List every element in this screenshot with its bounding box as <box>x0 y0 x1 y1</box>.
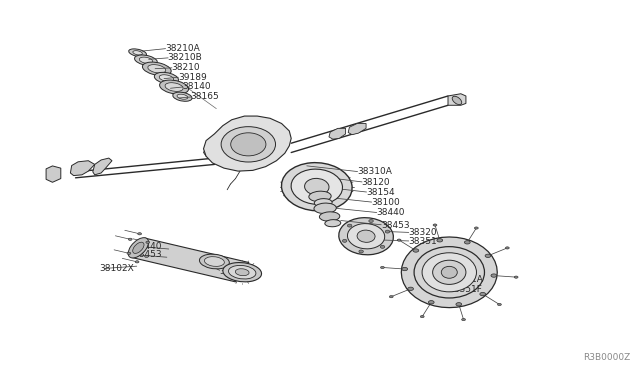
Text: R3B0000Z: R3B0000Z <box>583 353 630 362</box>
Text: 38210A: 38210A <box>165 44 200 53</box>
Text: 38351A: 38351A <box>448 275 483 284</box>
Polygon shape <box>401 237 497 308</box>
Polygon shape <box>204 116 291 171</box>
Text: 38154: 38154 <box>366 188 395 197</box>
Ellipse shape <box>433 260 466 285</box>
Ellipse shape <box>314 199 332 207</box>
Polygon shape <box>132 238 249 282</box>
Ellipse shape <box>128 238 148 258</box>
Ellipse shape <box>319 212 340 221</box>
Ellipse shape <box>129 49 147 57</box>
Text: 38120: 38120 <box>362 178 390 187</box>
Polygon shape <box>329 128 346 139</box>
Ellipse shape <box>506 247 509 249</box>
Ellipse shape <box>204 257 225 266</box>
Polygon shape <box>348 124 366 135</box>
Ellipse shape <box>159 80 189 94</box>
Ellipse shape <box>291 169 342 204</box>
Ellipse shape <box>200 254 229 269</box>
Text: 38320: 38320 <box>408 228 437 237</box>
Ellipse shape <box>135 261 139 263</box>
Text: 38310A: 38310A <box>357 167 392 176</box>
Ellipse shape <box>514 276 518 278</box>
Ellipse shape <box>348 224 385 249</box>
Ellipse shape <box>236 269 249 276</box>
Ellipse shape <box>342 239 347 242</box>
Polygon shape <box>204 144 216 156</box>
Ellipse shape <box>146 241 150 243</box>
Polygon shape <box>70 161 95 176</box>
Ellipse shape <box>128 238 132 240</box>
Ellipse shape <box>497 304 501 306</box>
Polygon shape <box>448 94 466 105</box>
Ellipse shape <box>159 75 173 81</box>
Ellipse shape <box>408 287 413 291</box>
Ellipse shape <box>221 127 275 162</box>
Text: 38210B: 38210B <box>168 53 202 62</box>
Ellipse shape <box>314 203 336 214</box>
Ellipse shape <box>154 72 179 84</box>
Ellipse shape <box>325 219 340 227</box>
Ellipse shape <box>397 239 401 241</box>
Ellipse shape <box>380 246 385 248</box>
Text: 38440: 38440 <box>376 208 405 217</box>
Ellipse shape <box>132 242 144 253</box>
Ellipse shape <box>138 232 141 235</box>
Text: 38420: 38420 <box>219 267 248 276</box>
Ellipse shape <box>357 230 375 242</box>
Text: 38351F: 38351F <box>448 285 482 294</box>
Text: 38210: 38210 <box>172 63 200 72</box>
Polygon shape <box>93 158 112 175</box>
Ellipse shape <box>402 267 408 271</box>
Text: 38100: 38100 <box>371 198 400 207</box>
Ellipse shape <box>309 191 331 202</box>
Ellipse shape <box>339 218 394 255</box>
Text: 38102X: 38102X <box>99 264 134 273</box>
Ellipse shape <box>127 252 131 254</box>
Ellipse shape <box>223 263 262 282</box>
Ellipse shape <box>348 224 352 227</box>
Text: 38165: 38165 <box>191 92 220 101</box>
Text: 38453: 38453 <box>381 221 410 230</box>
Ellipse shape <box>474 227 478 229</box>
Ellipse shape <box>413 249 419 252</box>
Ellipse shape <box>228 266 256 279</box>
Text: 38440: 38440 <box>133 242 162 251</box>
Ellipse shape <box>491 274 497 277</box>
Ellipse shape <box>485 254 491 257</box>
Ellipse shape <box>143 62 171 76</box>
Ellipse shape <box>133 51 142 55</box>
Ellipse shape <box>282 163 352 211</box>
Ellipse shape <box>433 224 437 226</box>
Text: 38140: 38140 <box>182 82 211 91</box>
Text: 38351: 38351 <box>408 237 437 246</box>
Ellipse shape <box>422 253 476 292</box>
Ellipse shape <box>442 266 457 278</box>
Ellipse shape <box>140 57 152 63</box>
Text: 38453: 38453 <box>133 250 162 259</box>
Ellipse shape <box>452 96 461 105</box>
Ellipse shape <box>480 292 486 296</box>
Ellipse shape <box>177 94 188 99</box>
Ellipse shape <box>148 65 166 73</box>
Ellipse shape <box>305 179 329 195</box>
Ellipse shape <box>428 301 434 304</box>
Polygon shape <box>46 166 61 182</box>
Ellipse shape <box>461 318 465 321</box>
Ellipse shape <box>173 92 192 101</box>
Ellipse shape <box>359 250 364 253</box>
Ellipse shape <box>231 133 266 156</box>
Ellipse shape <box>420 315 424 318</box>
Ellipse shape <box>437 239 443 242</box>
Text: 39189: 39189 <box>178 73 207 81</box>
Ellipse shape <box>381 266 385 269</box>
Ellipse shape <box>456 302 461 306</box>
Ellipse shape <box>465 241 470 244</box>
Ellipse shape <box>165 83 183 92</box>
Ellipse shape <box>385 230 390 233</box>
Ellipse shape <box>389 296 393 298</box>
Ellipse shape <box>369 219 373 222</box>
Ellipse shape <box>145 255 148 257</box>
Ellipse shape <box>134 55 157 65</box>
